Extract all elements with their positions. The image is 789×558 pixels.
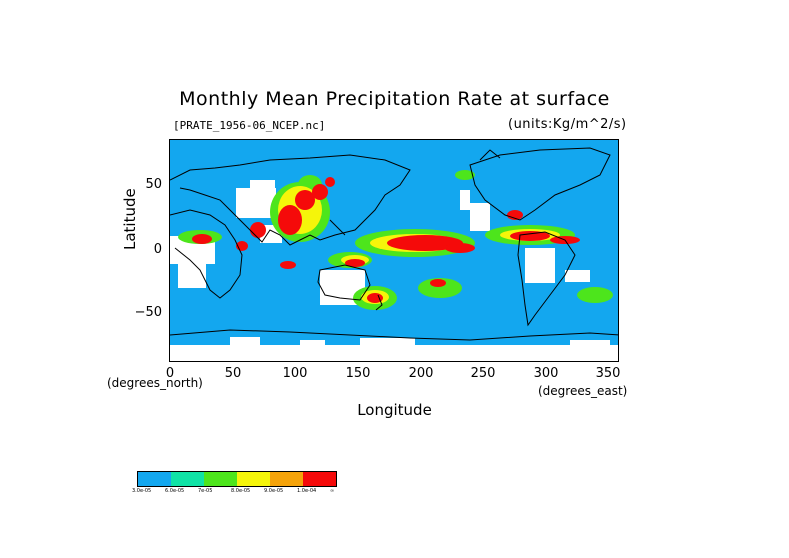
x-tick-150: 150 xyxy=(345,366,371,381)
units-label: (units:Kg/m^2/s) xyxy=(508,117,627,132)
colorbar-cell-5 xyxy=(303,472,336,486)
colorbar-cell-3 xyxy=(237,472,270,486)
very-heavy-rain xyxy=(192,177,580,303)
chart-title: Monthly Mean Precipitation Rate at surfa… xyxy=(179,88,610,110)
x-tick-300: 300 xyxy=(533,366,559,381)
y-tick-50: 50 xyxy=(145,177,162,192)
x-unit-label: (degrees_east) xyxy=(538,384,628,398)
y-tick-minus50: −50 xyxy=(134,305,162,320)
colorbar-label-4: 9.0e-05 xyxy=(264,488,284,494)
colorbar-label-5: 1.0e-04 xyxy=(297,488,317,494)
colorbar-cell-2 xyxy=(204,472,237,486)
file-label: [PRATE_1956-06_NCEP.nc] xyxy=(173,119,326,132)
x-tick-250: 250 xyxy=(470,366,496,381)
x-tick-50: 50 xyxy=(224,366,242,381)
coastlines xyxy=(170,147,618,341)
x-tick-0: 0 xyxy=(165,366,175,381)
colorbar-cell-0 xyxy=(138,472,171,486)
colorbar-label-0: 3.0e-05 xyxy=(132,488,152,494)
colorbar-cell-4 xyxy=(270,472,303,486)
x-tick-350: 350 xyxy=(595,366,621,381)
colorbar xyxy=(137,471,337,487)
y-tick-0: 0 xyxy=(153,242,162,257)
y-axis-label: Latitude xyxy=(121,188,139,250)
y-unit-label: (degrees_north) xyxy=(107,376,203,390)
x-axis-label: Longitude xyxy=(357,401,432,419)
colorbar-cell-1 xyxy=(171,472,204,486)
x-tick-100: 100 xyxy=(282,366,308,381)
colorbar-label-2: 7e-05 xyxy=(198,488,213,494)
map-svg xyxy=(170,140,618,361)
colorbar-label-3: 8.0e-05 xyxy=(231,488,251,494)
colorbar-label-1: 6.0e-05 xyxy=(165,488,185,494)
precipitation-map xyxy=(169,139,619,362)
colorbar-label-6: ∞ xyxy=(330,488,335,494)
x-tick-200: 200 xyxy=(408,366,434,381)
